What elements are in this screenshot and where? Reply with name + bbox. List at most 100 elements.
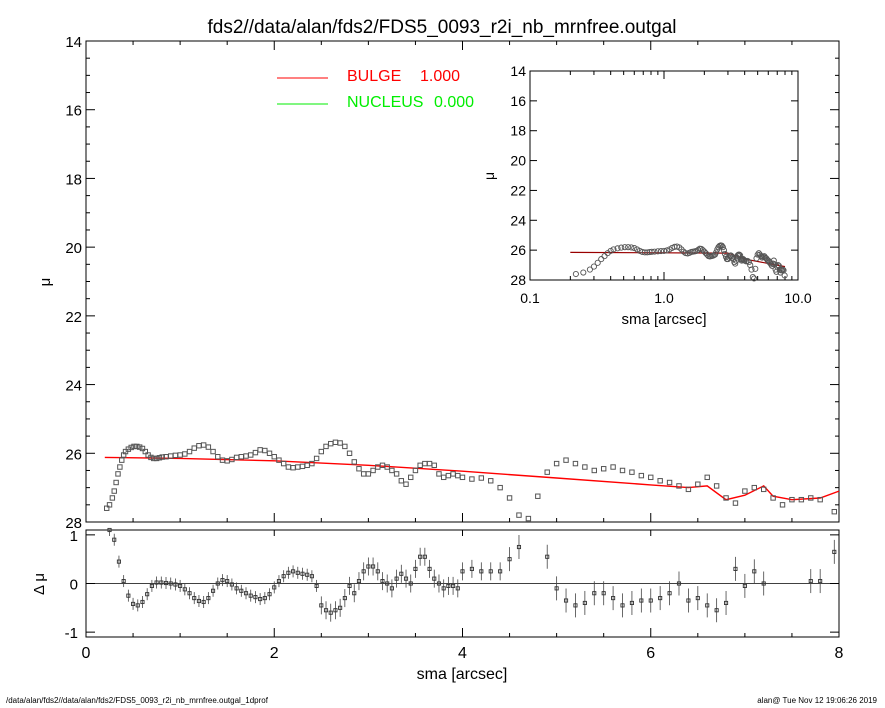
figure-title: fds2//data/alan/fds2/FDS5_0093_r2i_nb_mr… [208, 17, 677, 38]
residual-data-point [611, 596, 616, 601]
inset-y-axis: 14 16 18 20 22 24 26 28 [510, 63, 798, 288]
inset-x-axis-label: sma [arcsec] [621, 311, 706, 328]
main-data-point [422, 460, 428, 467]
inset-data-point [644, 249, 651, 256]
main-data-point [182, 451, 188, 457]
main-data-point [582, 464, 588, 470]
residual-data-point [225, 579, 230, 584]
residual-data-point [229, 582, 234, 587]
main-data-point [351, 459, 357, 465]
inset-x-tick-label: 0.1 [520, 290, 540, 306]
main-y-tick-label: 14 [65, 34, 82, 51]
main-data-point [751, 484, 757, 491]
inset-x-axis: 0.1 1.0 10.0 [520, 71, 812, 306]
inset-data-point [660, 247, 668, 254]
footer-timestamp: alan@ Tue Nov 12 19:06:26 2019 [757, 696, 877, 705]
main-data-point [271, 454, 277, 460]
inset-y-tick-label: 24 [510, 212, 526, 228]
main-y-tick-label: 22 [65, 309, 82, 326]
residual-y-axis-label: Δ μ [31, 573, 48, 595]
main-data-point [290, 465, 296, 471]
residual-data-point [366, 564, 371, 569]
main-data-point [337, 440, 343, 446]
residual-data-point [516, 544, 522, 550]
main-data-point [153, 455, 160, 462]
main-data-point [346, 450, 353, 456]
inset-data-point [594, 259, 601, 266]
inset-data-point [745, 259, 752, 266]
main-data-point [196, 443, 202, 449]
footer-file-path: /data/alan/fds2//data/alan/fds2/FDS5_009… [6, 696, 268, 705]
main-data-point [172, 452, 179, 459]
main-data-point [210, 448, 216, 455]
residual-data-point [347, 583, 352, 588]
main-data-point [233, 454, 240, 461]
residual-data-point [243, 591, 249, 596]
inset-y-tick-label: 22 [510, 182, 526, 198]
residual-data-point [408, 581, 413, 586]
inset-data-point [770, 257, 777, 264]
main-data-point [506, 495, 513, 501]
residual-data-point [314, 583, 319, 588]
residual-data-point [818, 579, 823, 584]
main-data-point [516, 512, 522, 518]
residual-data-point [733, 566, 738, 571]
residual-data-point [592, 591, 597, 596]
residual-data-point [173, 582, 178, 587]
residual-data-point [545, 554, 550, 559]
inset-data-point [614, 245, 621, 252]
main-data-point [563, 457, 569, 463]
inset-data-point [732, 260, 739, 267]
residual-data-point [563, 598, 569, 603]
main-data-point [619, 467, 626, 474]
main-data-point [200, 442, 207, 448]
main-data-point [113, 479, 119, 486]
residual-data-point [446, 583, 451, 588]
residual-data-point [399, 571, 404, 576]
residual-data-point [389, 586, 394, 591]
main-data-point [332, 439, 339, 445]
main-data-point [370, 467, 376, 474]
main-y-tick-label: 26 [65, 446, 82, 463]
inset-data-point [749, 273, 756, 281]
main-y-tick-label: 28 [65, 515, 82, 532]
residual-data-point [159, 580, 164, 585]
residual-data-point [371, 564, 376, 569]
residual-data-point [342, 596, 347, 601]
main-y-tick-label: 18 [65, 171, 82, 188]
residual-data-point [451, 583, 456, 588]
main-data-point [115, 471, 121, 477]
main-y-axis: 14 16 18 20 22 24 26 28 [65, 34, 839, 532]
main-data-point [191, 445, 197, 451]
main-data-points [104, 439, 837, 522]
inset-data-point [631, 245, 638, 252]
residual-data-point [639, 598, 644, 603]
inset-y-tick-label: 26 [510, 242, 526, 258]
main-data-point [436, 471, 442, 477]
residual-data-point [121, 579, 126, 584]
main-data-point [685, 486, 692, 493]
main-data-point [831, 508, 837, 515]
main-data-point [761, 486, 767, 493]
main-x-tick-label: 4 [458, 645, 467, 662]
main-data-point [817, 496, 823, 503]
residual-data-point [582, 600, 587, 606]
main-data-point [365, 471, 372, 477]
legend: BULGE 1.000 NUCLEUS 0.000 [277, 68, 474, 111]
residual-data-point [196, 598, 202, 604]
inset-data-point [744, 257, 751, 264]
inset-data-point [751, 275, 758, 282]
residual-data-points [107, 527, 837, 623]
residual-data-point [206, 596, 211, 601]
inset-data-point [657, 247, 665, 255]
main-data-point [328, 440, 334, 447]
residual-data-point [319, 603, 324, 608]
residual-data-point [333, 608, 338, 613]
residual-data-point [658, 596, 663, 601]
main-x-axis-label: sma [arcsec] [417, 666, 508, 683]
bulge-model-curve [104, 456, 840, 501]
residual-data-point [211, 588, 216, 593]
main-x-tick-label: 6 [646, 645, 655, 662]
